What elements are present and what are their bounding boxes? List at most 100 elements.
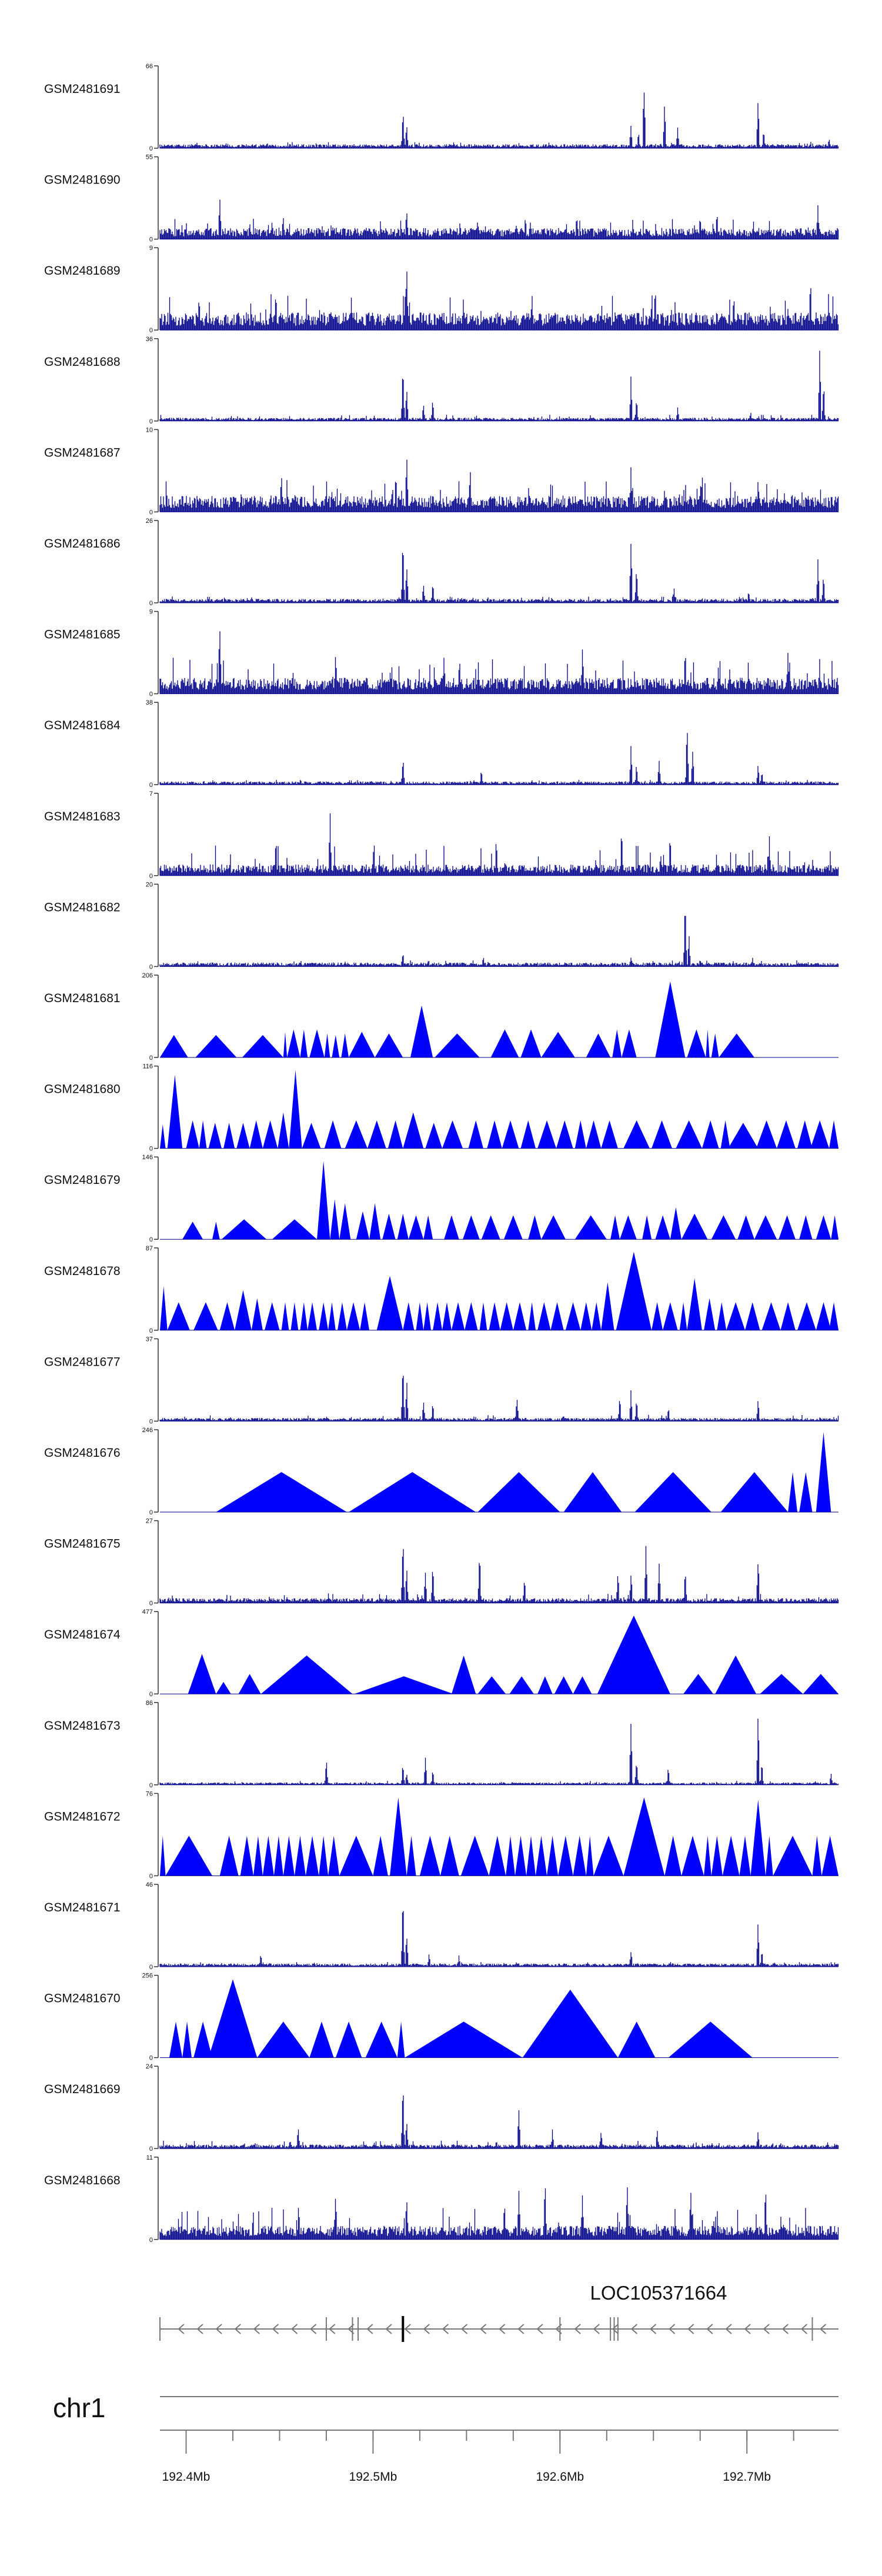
coverage-peak (537, 1120, 556, 1149)
coverage-peak (309, 1029, 325, 1057)
coverage-peak (294, 1836, 306, 1876)
coverage-peak (513, 1302, 527, 1330)
coverage-peak (345, 1120, 368, 1149)
coverage-peak (526, 1836, 536, 1876)
strand-arrow-icon (234, 2324, 241, 2334)
coverage-peak (165, 1836, 213, 1876)
strand-arrow-icon (669, 2324, 676, 2334)
coverage-peak (728, 1123, 759, 1149)
coverage-signal (159, 1546, 839, 1603)
coverage-signal (159, 543, 839, 603)
coverage-peak (219, 1836, 239, 1876)
coverage-peak (777, 1120, 796, 1149)
track-GSM2481685: GSM2481685 9 0 (44, 609, 839, 698)
track-label: GSM2481673 (44, 1719, 121, 1733)
track-label: GSM2481669 (44, 2083, 121, 2096)
coverage-peak (419, 1836, 440, 1876)
gene-track: LOC105371664 (159, 2282, 838, 2342)
coverage-peak (341, 1033, 349, 1057)
coverage-peak (522, 1990, 618, 2058)
coverage-peak (451, 1302, 465, 1330)
strand-arrow-icon (366, 2324, 373, 2334)
coverage-peak (188, 1654, 216, 1694)
coverage-peak (416, 1302, 424, 1330)
y-max-label: 27 (146, 1518, 153, 1525)
coverage-peak (346, 1302, 360, 1330)
coverage-peak (216, 1681, 231, 1694)
track-label: GSM2481678 (44, 1264, 121, 1278)
track-GSM2481686: GSM2481686 26 0 (44, 518, 839, 607)
track-label: GSM2481670 (44, 1992, 121, 2006)
coverage-peak (440, 1836, 459, 1876)
coverage-peak (324, 1120, 342, 1149)
track-label: GSM2481688 (44, 355, 121, 369)
track-GSM2481691: GSM2481691 66 0 (44, 63, 839, 152)
coverage-peak (460, 1836, 489, 1876)
coverage-peak (535, 1836, 547, 1876)
strand-arrow-icon (329, 2324, 336, 2334)
coverage-peak (547, 1836, 559, 1876)
coverage-peak (335, 2021, 362, 2058)
track-label: GSM2481679 (44, 1173, 121, 1187)
y-min-label: 0 (149, 327, 153, 334)
track-GSM2481672: GSM2481672 76 0 (44, 1790, 838, 1880)
coverage-peak (317, 1160, 330, 1240)
strand-arrow-icon (215, 2324, 222, 2334)
coverage-peak (373, 1836, 388, 1876)
coverage-peak (756, 1120, 777, 1149)
coverage-peak (520, 1120, 536, 1149)
y-max-label: 55 (146, 154, 153, 161)
coverage-peak (509, 1676, 534, 1694)
coverage-peak (262, 1120, 278, 1149)
coverage-signal (159, 199, 839, 239)
coverage-peak (289, 1070, 302, 1149)
tracks-layer: GSM2481691660GSM2481690550GSM248168990GS… (44, 63, 839, 2244)
strand-arrow-icon (725, 2324, 732, 2334)
coverage-peak (831, 1215, 838, 1240)
coverage-peak (305, 1836, 319, 1876)
coverage-peak (182, 1222, 203, 1240)
track-GSM2481671: GSM2481671 46 0 (44, 1881, 839, 1971)
coverage-peak (704, 1298, 716, 1330)
y-min-label: 0 (149, 1236, 153, 1243)
coverage-peak (219, 1302, 235, 1330)
coverage-peak (444, 1215, 459, 1240)
strand-arrow-icon (649, 2324, 657, 2334)
coverage-peak (541, 1032, 575, 1057)
coverage-peak (167, 1302, 190, 1330)
track-GSM2481687: GSM2481687 10 0 (44, 426, 839, 516)
strand-arrow-icon (178, 2324, 185, 2334)
y-min-label: 0 (149, 236, 153, 243)
coverage-peak (308, 1302, 318, 1330)
coverage-signal (159, 631, 839, 694)
coverage-peak (242, 1035, 283, 1057)
coverage-peak (739, 1836, 751, 1876)
coverage-peak (537, 1302, 551, 1330)
coverage-peak (193, 1302, 218, 1330)
y-min-label: 0 (149, 145, 153, 152)
coverage-peak (236, 1123, 250, 1149)
coverage-peak (711, 1836, 723, 1876)
coverage-peak (622, 1029, 637, 1057)
coverage-peak (332, 1035, 340, 1057)
strand-arrow-icon (499, 2324, 506, 2334)
coverage-peak (300, 1029, 308, 1057)
coverage-peak (586, 1033, 611, 1057)
coverage-peak (679, 1302, 687, 1330)
gene-name: LOC105371664 (590, 2282, 727, 2304)
strand-arrow-icon (196, 2324, 203, 2334)
coverage-peak (354, 1676, 454, 1694)
coverage-signal (159, 813, 839, 876)
chromosome-axis: chr1 192.4Mb 192.5Mb 192.6Mb 192.7Mb (53, 2393, 838, 2484)
y-max-label: 36 (146, 336, 153, 343)
x-tick-label: 192.4Mb (162, 2470, 211, 2484)
coverage-signal (159, 351, 839, 421)
coverage-peak (816, 1432, 831, 1512)
coverage-peak (711, 1215, 736, 1240)
coverage-peak (816, 1215, 831, 1240)
coverage-peak (382, 1213, 396, 1240)
track-GSM2481679: GSM2481679 146 0 (44, 1154, 838, 1243)
coverage-peak (745, 1302, 760, 1330)
coverage-peak (403, 1302, 415, 1330)
